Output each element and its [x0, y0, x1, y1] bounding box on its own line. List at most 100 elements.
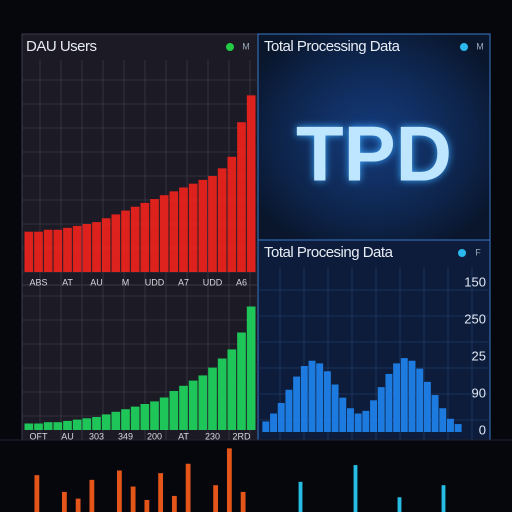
bar [121, 210, 130, 272]
x-tick-label: AU [61, 431, 74, 441]
bar [75, 498, 81, 512]
bar [34, 231, 43, 272]
bar [43, 422, 53, 430]
bar [213, 485, 219, 512]
bar [82, 224, 92, 272]
x-tick-label: OFT [30, 431, 48, 441]
bar [92, 417, 101, 430]
x-tick-label: A7 [178, 277, 189, 287]
bar [226, 448, 232, 512]
x-tick-label: 230 [205, 431, 220, 441]
bar [298, 481, 303, 512]
bar [158, 473, 164, 512]
status-dot [460, 43, 468, 51]
x-tick-label: A6 [236, 277, 247, 287]
panel-icon: F [475, 247, 481, 257]
y-label: 90 [472, 385, 486, 400]
y-label: 25 [472, 348, 486, 363]
panel-title: Total Processing Data [264, 38, 401, 55]
y-label: 150 [464, 274, 486, 289]
bar [179, 385, 188, 430]
bar [227, 349, 237, 430]
bar [439, 408, 447, 432]
bar [63, 420, 72, 430]
bar [198, 179, 208, 272]
marks [24, 95, 462, 512]
bar [377, 387, 385, 432]
bar [61, 491, 67, 512]
bar [63, 227, 72, 272]
bar [140, 404, 150, 430]
bar [140, 202, 150, 272]
x-tick-label: UDD [145, 277, 165, 287]
bar [72, 225, 82, 272]
bar [331, 384, 339, 432]
bar [43, 229, 53, 272]
bar [277, 402, 285, 432]
bar [227, 156, 237, 272]
bar [101, 218, 111, 272]
bar [237, 332, 246, 430]
panel-icon: M [242, 41, 250, 51]
x-tick-label: 2RD [232, 431, 251, 441]
bar [111, 214, 121, 272]
bar [171, 495, 177, 512]
bar [339, 397, 347, 432]
bar [89, 479, 95, 512]
bar [447, 418, 454, 432]
bar [385, 373, 393, 432]
bar [246, 306, 256, 430]
bar [416, 368, 424, 432]
bar [92, 222, 101, 272]
bar [208, 367, 217, 430]
bar [308, 360, 316, 432]
bar [408, 360, 416, 432]
bar [150, 401, 159, 430]
status-dot [458, 249, 466, 257]
bar [423, 381, 431, 432]
bar [185, 463, 191, 512]
panel-title: Total Procesing Data [264, 244, 394, 261]
bar [130, 406, 140, 430]
bar [208, 176, 217, 272]
bar [24, 423, 34, 430]
tpd-big: TPD [296, 110, 452, 198]
bar [270, 413, 277, 432]
bar [144, 499, 150, 512]
bar [116, 470, 122, 512]
x-tick-label: AT [178, 431, 189, 441]
tpd-panel [257, 33, 491, 241]
status-dot [226, 43, 234, 51]
bar [217, 168, 227, 272]
bar [285, 389, 293, 432]
bar [323, 371, 331, 432]
bar [293, 376, 301, 432]
bar [34, 423, 43, 430]
bar [393, 363, 401, 432]
y-label: 250 [464, 311, 486, 326]
bar [431, 395, 439, 432]
bar [34, 475, 40, 512]
x-tick-label: AT [62, 277, 73, 287]
x-tick-label: UDD [203, 277, 223, 287]
bar [72, 419, 82, 430]
bar [347, 408, 354, 432]
bar [454, 424, 462, 432]
bar [53, 229, 63, 272]
bar [217, 358, 227, 430]
bar [362, 410, 370, 432]
bar [159, 195, 169, 272]
bar [198, 375, 208, 430]
x-tick-label: ABS [29, 277, 47, 287]
bar [121, 409, 130, 430]
bar [169, 391, 179, 430]
y-label: 0 [479, 422, 486, 437]
bar [370, 400, 377, 432]
bar [400, 358, 408, 432]
bar [262, 421, 270, 432]
bar [130, 486, 136, 512]
bar [354, 413, 362, 432]
bar [111, 411, 121, 430]
bar [246, 95, 256, 272]
